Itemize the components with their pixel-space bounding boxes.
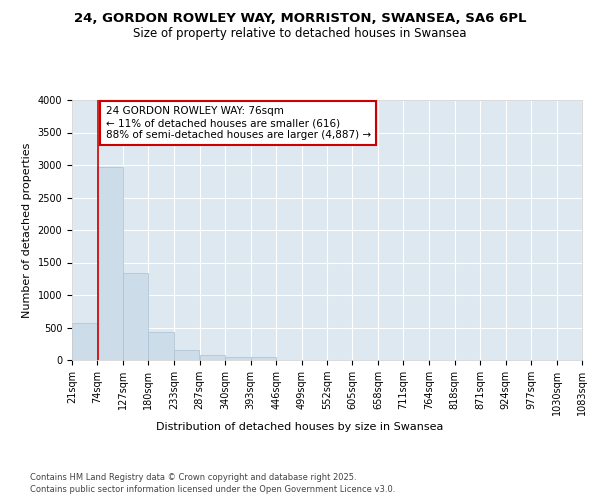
Bar: [251, 358, 276, 360]
Bar: [72, 323, 97, 360]
Bar: [123, 273, 148, 360]
Text: 24, GORDON ROWLEY WAY, MORRISTON, SWANSEA, SA6 6PL: 24, GORDON ROWLEY WAY, MORRISTON, SWANSE…: [74, 12, 526, 26]
Bar: [97, 167, 123, 360]
Text: 24 GORDON ROWLEY WAY: 76sqm
← 11% of detached houses are smaller (616)
88% of se: 24 GORDON ROWLEY WAY: 76sqm ← 11% of det…: [106, 106, 371, 140]
Text: Contains HM Land Registry data © Crown copyright and database right 2025.: Contains HM Land Registry data © Crown c…: [30, 472, 356, 482]
Text: Contains public sector information licensed under the Open Government Licence v3: Contains public sector information licen…: [30, 485, 395, 494]
Text: Size of property relative to detached houses in Swansea: Size of property relative to detached ho…: [133, 28, 467, 40]
Bar: [174, 350, 199, 360]
Y-axis label: Number of detached properties: Number of detached properties: [22, 142, 32, 318]
Bar: [148, 332, 174, 360]
Text: Distribution of detached houses by size in Swansea: Distribution of detached houses by size …: [157, 422, 443, 432]
Bar: [225, 357, 251, 360]
Bar: [200, 355, 225, 360]
